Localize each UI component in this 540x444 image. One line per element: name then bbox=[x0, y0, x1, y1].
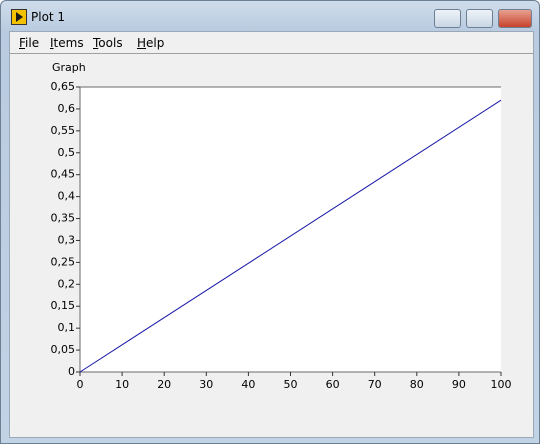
x-tick-label: 0 bbox=[77, 378, 84, 391]
menu-item[interactable]: Items bbox=[50, 36, 84, 50]
window-title: Plot 1 bbox=[31, 10, 66, 24]
menu-bar: File Items Tools Help bbox=[10, 32, 533, 54]
y-tick-label: 0,35 bbox=[51, 212, 76, 225]
y-tick-label: 0,55 bbox=[51, 124, 76, 137]
app-icon bbox=[11, 9, 27, 25]
menu-item[interactable]: File bbox=[19, 36, 40, 50]
x-tick-label: 60 bbox=[326, 378, 340, 391]
y-tick-label: 0,5 bbox=[58, 146, 76, 159]
close-button[interactable] bbox=[498, 9, 532, 28]
menu-item[interactable]: Help bbox=[137, 36, 165, 50]
x-tick-label: 30 bbox=[199, 378, 213, 391]
y-tick-label: 0,6 bbox=[58, 102, 76, 115]
chart-title: Graph bbox=[52, 61, 86, 74]
x-tick-label: 70 bbox=[368, 378, 382, 391]
menu-item[interactable]: Tools bbox=[93, 36, 123, 50]
y-tick-label: 0,05 bbox=[51, 343, 76, 356]
minimize-button[interactable] bbox=[434, 9, 461, 28]
data-line bbox=[79, 99, 502, 373]
x-tick-label: 20 bbox=[157, 378, 171, 391]
x-tick-label: 80 bbox=[410, 378, 424, 391]
y-tick-label: 0,1 bbox=[58, 321, 76, 334]
y-tick-label: 0 bbox=[68, 365, 75, 378]
y-tick-label: 0,4 bbox=[58, 190, 76, 203]
y-tick-label: 0,45 bbox=[51, 168, 76, 181]
x-tick-label: 50 bbox=[284, 378, 298, 391]
x-tick-label: 10 bbox=[115, 378, 129, 391]
y-tick-label: 0,15 bbox=[51, 299, 76, 312]
y-tick-label: 0,65 bbox=[51, 80, 76, 93]
maximize-button[interactable] bbox=[466, 9, 493, 28]
x-tick-label: 90 bbox=[452, 378, 466, 391]
y-tick-label: 0,3 bbox=[58, 233, 76, 246]
y-tick-label: 0,25 bbox=[51, 255, 76, 268]
x-tick-label: 100 bbox=[491, 378, 512, 391]
y-tick-label: 0,2 bbox=[58, 277, 76, 290]
x-tick-label: 40 bbox=[241, 378, 255, 391]
plot-area bbox=[80, 87, 501, 372]
